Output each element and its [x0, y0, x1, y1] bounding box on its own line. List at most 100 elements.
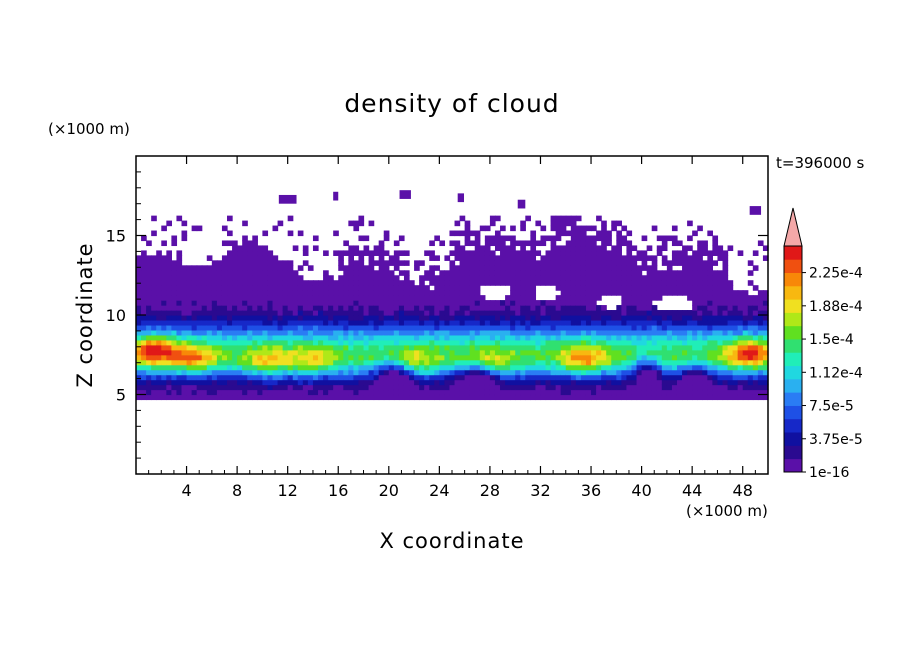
contour-cell: [510, 315, 516, 321]
contour-cell: [489, 389, 496, 396]
contour-cell: [616, 305, 622, 311]
contour-cell: [591, 389, 597, 396]
contour-cell: [424, 344, 430, 351]
contour-cell: [333, 315, 339, 321]
contour-cell: [550, 354, 557, 361]
contour-cell: [227, 215, 233, 222]
contour-cell: [676, 270, 683, 276]
contour-cell: [181, 329, 188, 336]
contour-cell: [707, 280, 713, 286]
contour-cell: [474, 344, 481, 351]
contour-cell: [206, 374, 213, 381]
contour-cell: [221, 305, 228, 311]
contour-cell: [302, 305, 309, 311]
contour-cell: [136, 270, 142, 276]
contour-cell: [717, 394, 724, 401]
contour-cell: [146, 240, 152, 247]
contour-cell: [636, 280, 643, 286]
contour-cell: [651, 280, 658, 286]
contour-cell: [312, 235, 319, 242]
contour-cell: [626, 230, 633, 237]
contour-cell: [631, 300, 638, 306]
contour-cell: [474, 235, 481, 242]
contour-cell: [171, 384, 178, 391]
contour-cell: [454, 349, 461, 356]
contour-cell: [242, 295, 248, 301]
contour-cell: [333, 389, 339, 396]
contour-cell: [545, 359, 552, 366]
contour-cell: [550, 344, 557, 351]
contour-cell: [252, 300, 258, 306]
contour-cell: [383, 270, 390, 276]
contour-cell: [161, 369, 167, 376]
contour-cell: [353, 379, 360, 386]
contour-cell: [196, 275, 203, 281]
contour-cell: [287, 270, 294, 276]
contour-cell: [505, 379, 511, 386]
contour-cell: [277, 265, 284, 271]
contour-cell: [737, 349, 744, 356]
contour-cell: [570, 250, 577, 256]
contour-cell: [616, 270, 622, 276]
contour-cell: [287, 329, 294, 336]
contour-cell: [191, 280, 198, 286]
contour-cell: [237, 394, 243, 401]
contour-cell: [636, 344, 643, 351]
contour-cell: [717, 295, 724, 301]
contour-cell: [429, 240, 435, 247]
contour-cell: [601, 230, 607, 237]
contour-cell: [206, 369, 213, 376]
contour-cell: [242, 349, 248, 356]
contour-cell: [484, 329, 491, 336]
contour-cell: [171, 374, 178, 381]
contour-cell: [176, 285, 183, 291]
contour-cell: [656, 364, 663, 371]
contour-cell: [156, 344, 162, 351]
contour-cell: [161, 265, 167, 271]
contour-cell: [186, 305, 193, 311]
contour-cell: [221, 240, 228, 247]
contour-cell: [697, 349, 703, 356]
contour-cell: [282, 275, 289, 281]
contour-cell: [414, 374, 420, 381]
contour-cell: [520, 310, 526, 316]
contour-cell: [535, 275, 542, 281]
contour-cell: [575, 349, 582, 356]
contour-cell: [656, 389, 663, 396]
contour-cell: [575, 389, 582, 396]
contour-cell: [338, 334, 344, 341]
contour-cell: [252, 389, 258, 396]
contour-cell: [626, 349, 633, 356]
contour-cell: [307, 374, 314, 381]
contour-cell: [737, 354, 744, 361]
contour-cell: [191, 265, 198, 271]
contour-cell: [722, 384, 729, 391]
contour-cell: [282, 260, 289, 266]
colorbar-segment: [784, 259, 802, 273]
contour-cell: [307, 290, 314, 296]
contour-cell: [737, 290, 744, 296]
contour-cell: [191, 310, 198, 316]
contour-cell: [606, 290, 612, 296]
contour-cell: [580, 379, 587, 386]
contour-cell: [383, 315, 390, 321]
contour-cell: [444, 315, 451, 321]
contour-cell: [520, 275, 526, 281]
contour-cell: [717, 334, 724, 341]
contour-cell: [682, 255, 688, 261]
contour-cell: [353, 305, 360, 311]
contour-cell: [596, 319, 602, 326]
contour-cell: [292, 300, 299, 306]
contour-cell: [323, 389, 329, 396]
contour-cell: [252, 374, 258, 381]
contour-cell: [333, 329, 339, 336]
contour-cell: [307, 324, 314, 331]
contour-cell: [494, 349, 501, 356]
contour-cell: [232, 305, 238, 311]
contour-cell: [621, 235, 628, 242]
contour-cell: [484, 250, 491, 256]
contour-cell: [393, 285, 400, 291]
contour-cell: [267, 310, 274, 316]
contour-cell: [666, 339, 673, 346]
contour-cell: [641, 369, 648, 376]
